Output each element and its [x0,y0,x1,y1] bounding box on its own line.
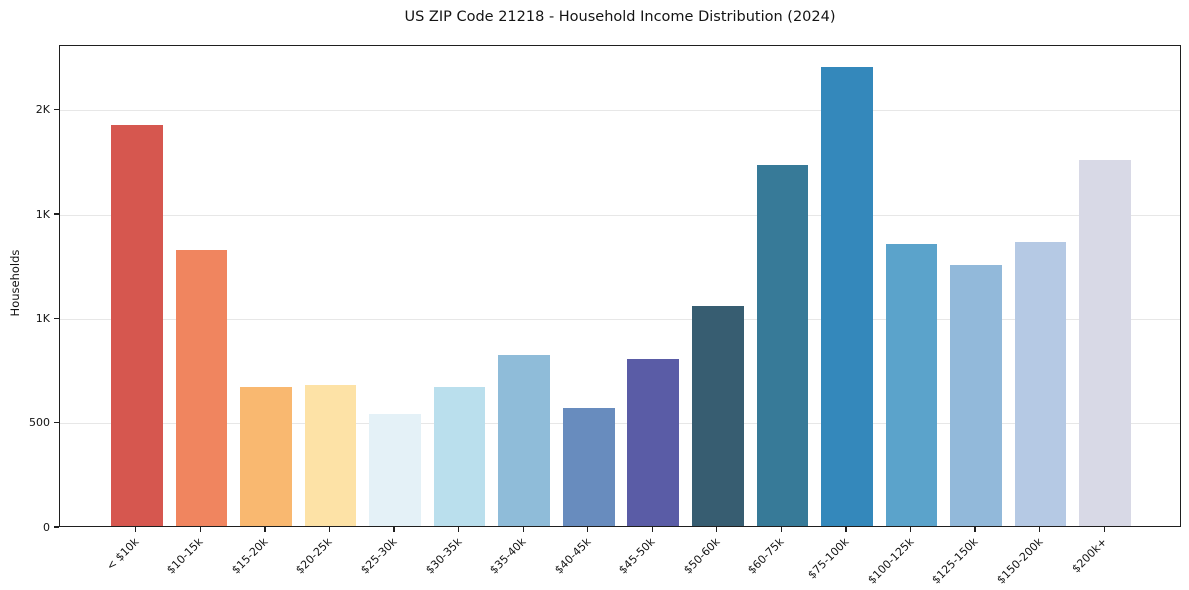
y-tick-mark [54,213,59,215]
x-tick-mark [199,527,202,532]
bar-200k [1079,159,1131,526]
bar-125-150k [950,265,1002,526]
y-tick-label: 1K [35,311,50,325]
plot-area [59,45,1181,527]
x-tick-mark [522,527,524,532]
y-tick-mark [54,317,59,319]
bar-100-125k [885,244,938,526]
bar-45-50k [627,359,680,526]
y-tick-label: 500 [29,416,50,430]
bar-150-200k [1014,242,1067,526]
x-tick-mark [457,527,460,532]
bar-10k [111,125,163,526]
x-tick-mark [328,527,331,532]
bar-40-45k [562,408,615,526]
y-tick-mark [54,422,59,424]
y-tick-label: 1K [35,207,50,221]
x-tick-mark [1038,527,1041,532]
y-tick-label: 0 [43,520,50,534]
y-tick-mark [54,109,59,111]
gridline-1000 [60,318,1180,320]
gridline-1500 [60,214,1180,216]
x-tick-mark [845,527,847,532]
bar-30-35k [433,387,486,526]
bar-25-30k [369,414,421,526]
x-tick-mark [651,527,653,532]
x-tick-mark [264,527,266,532]
y-tick-label: 2K [35,103,50,117]
bar-75-100k [821,66,873,526]
x-tick-mark [1103,527,1105,532]
x-tick-mark [587,527,589,532]
x-tick-mark [909,527,912,532]
x-tick-mark [135,527,137,532]
bar-20-25k [304,385,357,526]
x-tick-label: < $10k [103,535,142,573]
bar-60-75k [756,165,809,526]
bar-15-20k [240,387,292,526]
gridline-500 [60,423,1180,425]
bar-50-60k [692,305,744,526]
y-tick-mark [54,526,59,528]
x-tick-mark [780,527,783,532]
chart-title: US ZIP Code 21218 - Household Income Dis… [404,9,836,25]
x-tick-mark [974,527,976,532]
bar-10-15k [175,249,228,526]
x-tick-mark [716,527,718,532]
bar-35-40k [498,354,550,526]
gridline-2000 [60,110,1180,112]
x-tick-mark [393,527,395,532]
